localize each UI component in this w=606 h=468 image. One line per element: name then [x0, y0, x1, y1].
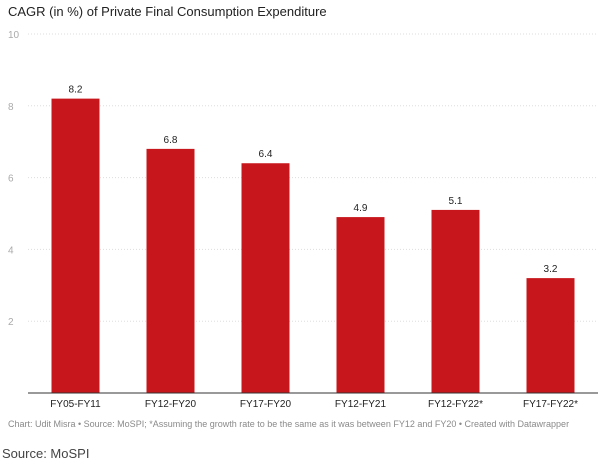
bar — [241, 163, 290, 393]
value-label: 6.4 — [259, 149, 273, 160]
chart-title: CAGR (in %) of Private Final Consumption… — [8, 4, 327, 19]
value-label: 5.1 — [449, 196, 463, 207]
bar — [336, 217, 385, 393]
y-tick-label: 2 — [8, 317, 14, 328]
value-label: 3.2 — [544, 264, 558, 275]
y-tick-label: 8 — [8, 102, 14, 113]
gridlines — [28, 33, 598, 322]
y-tick-label: 6 — [8, 174, 14, 185]
bar — [51, 98, 100, 394]
value-label: 8.2 — [69, 85, 83, 96]
source-caption: Source: MoSPI — [2, 446, 90, 461]
bar — [526, 278, 575, 393]
value-label: 4.9 — [354, 203, 368, 214]
y-tick-label: 10 — [8, 30, 20, 41]
x-tick-label: FY12-FY20 — [145, 399, 197, 410]
y-axis-ticks: 2 4 6 8 10 — [8, 30, 20, 328]
y-tick-label: 4 — [8, 245, 14, 256]
x-tick-label: FY17-FY22* — [523, 399, 578, 410]
x-axis-labels: FY05-FY11 FY12-FY20 FY17-FY20 FY12-FY21 FY12… — [50, 399, 578, 410]
chart-footnote: Chart: Udit Misra • Source: MoSPI; *Assu… — [8, 419, 570, 429]
bars — [51, 98, 575, 394]
x-tick-label: FY12-FY22* — [428, 399, 483, 410]
x-tick-label: FY05-FY11 — [50, 399, 101, 410]
x-tick-label: FY12-FY21 — [335, 399, 387, 410]
bar — [431, 209, 480, 393]
bar — [146, 148, 195, 393]
value-labels: 8.2 6.8 6.4 4.9 5.1 3.2 — [69, 85, 558, 275]
value-label: 6.8 — [164, 135, 178, 146]
x-tick-label: FY17-FY20 — [240, 399, 292, 410]
